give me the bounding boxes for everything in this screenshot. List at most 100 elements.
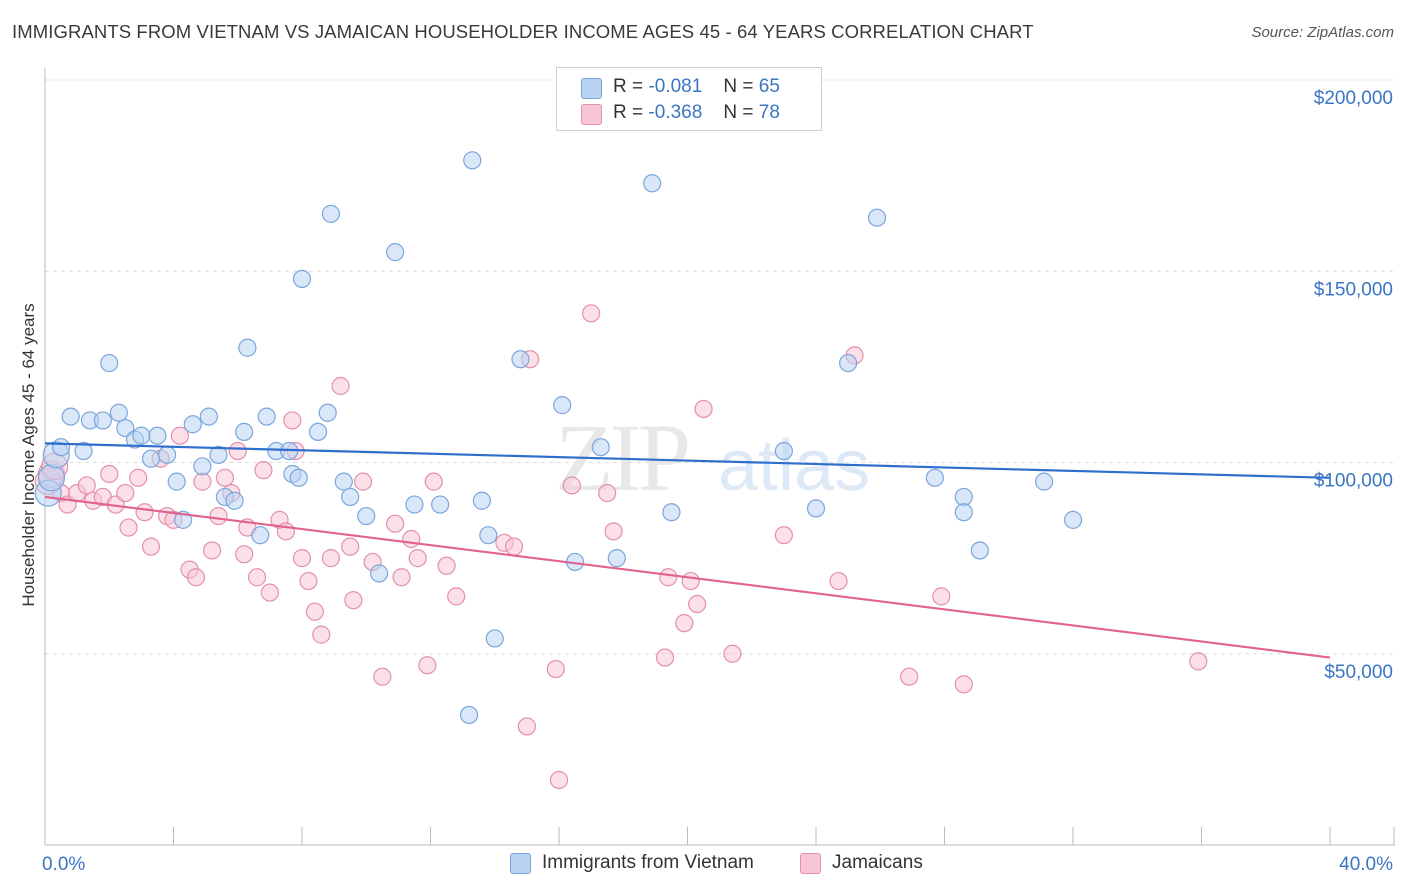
jamaica-point (408, 549, 427, 568)
vietnam-point (1034, 472, 1054, 491)
chart-title: IMMIGRANTS FROM VIETNAM VS JAMAICAN HOUS… (12, 21, 1034, 42)
jamaica-point (402, 529, 421, 549)
jamaica-point (170, 426, 190, 445)
jamaica-point (202, 541, 222, 560)
jamaica-point (504, 537, 524, 556)
jamaica-point (186, 568, 206, 587)
x-tick-label: 40.0% (1339, 854, 1393, 875)
series-vietnam (34, 151, 1083, 725)
vietnam-point (318, 403, 337, 422)
vietnam-point (183, 415, 202, 434)
legend-label-vietnam: Immigrants from Vietnam (542, 852, 754, 873)
vietnam-point (970, 541, 989, 560)
vietnam-point (386, 243, 405, 262)
n-label: N = (723, 76, 754, 97)
trend-lines (44, 442, 1331, 659)
jamaica-point (392, 568, 411, 587)
vietnam-point (257, 407, 276, 426)
jamaica-swatch (581, 104, 602, 125)
vietnam-point (167, 472, 186, 491)
vietnam-point (839, 353, 858, 373)
jamaica-point (341, 537, 360, 556)
vietnam-point (100, 353, 119, 373)
vietnam-point (472, 491, 491, 510)
jamaica-point (353, 472, 373, 491)
vietnam-point (459, 705, 479, 725)
jamaica-point (774, 526, 793, 545)
vietnam-point (157, 445, 177, 464)
source-label: Source: ZipAtlas.com (1251, 24, 1394, 41)
jamaica-point (100, 464, 119, 484)
jamaica-point (681, 571, 700, 591)
jamaica-point (517, 717, 536, 736)
vietnam-point (51, 438, 71, 457)
jamaica-point (549, 770, 569, 790)
jamaica-point (215, 468, 234, 487)
jamaica-point (659, 568, 678, 587)
jamaica-point (77, 476, 96, 495)
watermark-atlas: atlas (718, 426, 870, 506)
vietnam-point (431, 495, 450, 514)
vietnam-point (334, 472, 353, 491)
n-value-vietnam: 65 (758, 76, 780, 97)
jamaica-point (260, 583, 279, 602)
vietnam-point (370, 564, 389, 583)
jamaica-point (331, 376, 350, 396)
vietnam-point (643, 174, 662, 193)
jamaica-point (655, 648, 675, 667)
tick-labels: $50,000 $100,000 $150,000 $200,000 0.0% 40.0% (42, 88, 1393, 875)
vietnam-point (341, 487, 360, 507)
n-label: N = (723, 102, 754, 123)
jamaica-point (344, 591, 363, 610)
jamaica-point (694, 399, 713, 419)
jamaica-point (418, 656, 437, 675)
r-label: R = (613, 76, 644, 97)
vietnam-swatch (581, 78, 602, 99)
jamaica-point (235, 545, 254, 564)
jamaica-point (247, 568, 267, 587)
vietnam-point (553, 396, 572, 415)
vietnam-point (357, 506, 376, 526)
jamaica-point (582, 304, 601, 323)
vietnam-legend-swatch (510, 853, 531, 874)
correlation-legend: R = -0.081 N = 65 R = -0.368 N = 78 (556, 67, 822, 131)
trend-line-jamaicans (44, 495, 1331, 659)
vietnam-point (867, 208, 887, 227)
vietnam-point (1063, 510, 1083, 529)
jamaica-point (312, 625, 331, 644)
vietnam-point (463, 151, 482, 170)
jamaica-point (1189, 652, 1208, 671)
y-tick-label: $150,000 (1314, 279, 1393, 300)
jamaica-point (954, 675, 973, 694)
vietnam-point (93, 411, 112, 430)
jamaica-point (900, 667, 919, 686)
jamaica-point (386, 514, 405, 533)
vietnam-point (251, 526, 270, 545)
vietnam-point (405, 495, 424, 514)
jamaica-point (424, 472, 443, 491)
jamaica-point (283, 411, 302, 430)
jamaica-point (116, 484, 135, 503)
jamaica-point (562, 476, 581, 495)
y-tick-label: $100,000 (1314, 471, 1393, 492)
grid-lines (45, 79, 1395, 655)
vietnam-point (485, 629, 504, 648)
jamaica-point (299, 571, 318, 591)
vietnam-point (511, 350, 530, 369)
x-tick-label: 0.0% (42, 854, 85, 875)
jamaica-point (254, 461, 273, 480)
jamaica-point (228, 441, 247, 461)
y-tick-label: $50,000 (1324, 662, 1393, 683)
vietnam-point (954, 487, 973, 507)
jamaica-point (305, 602, 324, 621)
vietnam-point (308, 422, 328, 441)
vietnam-point (193, 457, 212, 476)
vietnam-point (61, 407, 80, 426)
vietnam-point (225, 491, 244, 510)
vietnam-point (954, 503, 973, 522)
jamaica-point (932, 587, 951, 606)
jamaica-point (135, 503, 154, 522)
jamaica-point (829, 571, 848, 591)
y-tick-label: $200,000 (1314, 88, 1393, 109)
